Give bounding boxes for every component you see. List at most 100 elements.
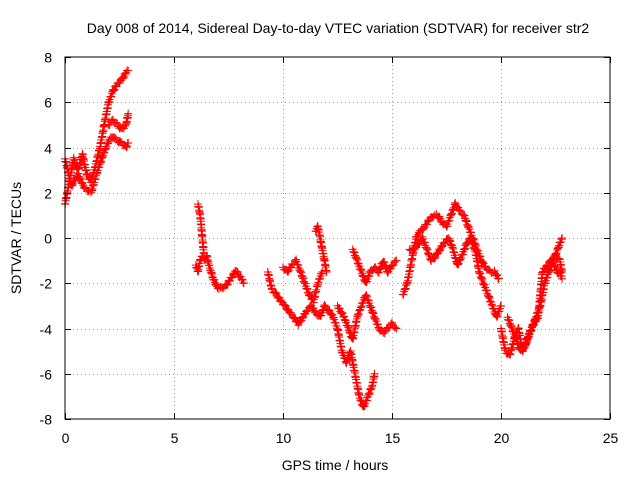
data-point — [365, 301, 374, 310]
data-point — [479, 278, 488, 287]
data-point — [497, 301, 505, 310]
data-point — [422, 244, 431, 253]
data-point — [276, 296, 285, 305]
data-point — [349, 247, 358, 256]
data-point — [320, 301, 329, 310]
data-point — [392, 324, 401, 333]
data-point — [305, 290, 314, 299]
data-point — [96, 158, 105, 167]
x-tick-label: 20 — [494, 430, 510, 446]
data-series — [348, 245, 401, 287]
y-axis-label: SDTVAR / TECUs — [8, 182, 24, 294]
data-point — [550, 261, 559, 270]
data-point — [281, 301, 290, 310]
data-point — [313, 280, 322, 289]
data-point — [353, 255, 362, 264]
data-point — [354, 309, 363, 318]
data-point — [447, 210, 456, 219]
data-point — [463, 221, 472, 230]
data-point — [557, 235, 566, 244]
data-point — [511, 333, 520, 342]
data-point — [68, 181, 77, 190]
data-point — [109, 86, 118, 95]
y-tick-label: -4 — [40, 322, 53, 338]
x-tick-label: 15 — [385, 430, 401, 446]
data-point — [367, 382, 376, 391]
axis-ticks: 0 5 10 15 20 25 -8 -6 -4 -2 0 2 4 6 8 — [40, 50, 619, 447]
data-point — [67, 181, 76, 190]
data-point — [447, 241, 456, 250]
data-point — [470, 244, 479, 253]
data-point — [280, 300, 289, 309]
y-tick-label: 6 — [44, 95, 52, 111]
data-point — [97, 157, 106, 166]
data-point — [374, 268, 383, 277]
data-point — [124, 66, 133, 75]
y-tick-label: -2 — [40, 276, 53, 292]
data-point — [455, 206, 464, 215]
data-point — [507, 323, 516, 332]
x-tick-label: 5 — [171, 430, 179, 446]
data-point — [454, 260, 463, 269]
data-point — [198, 252, 207, 261]
data-point — [468, 238, 477, 247]
data-point — [448, 243, 457, 252]
data-point — [430, 254, 439, 263]
data-point — [322, 267, 331, 276]
data-point — [122, 143, 131, 152]
x-axis-label: GPS time / hours — [282, 457, 389, 473]
x-tick-label: 0 — [62, 430, 70, 446]
data-point — [124, 138, 133, 147]
data-point — [469, 240, 478, 249]
data-point — [346, 348, 355, 357]
data-point — [514, 340, 523, 349]
data-series — [279, 255, 327, 307]
data-point — [296, 268, 305, 277]
data-point — [104, 139, 113, 148]
data-point — [196, 255, 205, 264]
data-point — [354, 311, 363, 320]
chart-title: Day 008 of 2014, Sidereal Day-to-day VTE… — [87, 20, 590, 36]
data-point — [239, 279, 248, 288]
data-point — [119, 74, 128, 83]
data-point — [533, 313, 542, 322]
data-point — [447, 209, 456, 218]
data-point — [402, 279, 411, 288]
data-point — [494, 274, 503, 283]
data-point — [370, 369, 379, 378]
data-point — [493, 312, 502, 321]
data-point — [475, 268, 484, 277]
data-point — [298, 272, 307, 281]
data-point — [414, 240, 423, 249]
data-point — [391, 323, 400, 332]
data-series — [333, 291, 401, 343]
y-tick-label: 8 — [44, 50, 52, 66]
data-point — [423, 245, 432, 254]
data-point — [558, 234, 567, 242]
data-point — [340, 312, 349, 321]
data-point — [356, 265, 365, 274]
data-point — [538, 268, 547, 277]
data-point — [342, 357, 351, 366]
data-point — [460, 245, 469, 254]
data-point — [425, 249, 434, 258]
data-point — [383, 268, 392, 277]
data-point — [507, 322, 516, 331]
data-point — [504, 315, 513, 324]
data-point — [492, 270, 501, 279]
data-point — [462, 216, 471, 225]
data-series — [503, 251, 567, 355]
data-point — [380, 329, 389, 338]
data-series — [405, 232, 505, 321]
data-point — [477, 274, 486, 283]
grid — [65, 57, 610, 419]
data-point — [238, 275, 247, 284]
data-point — [418, 232, 427, 241]
data-point — [352, 254, 361, 263]
data-point — [485, 292, 494, 301]
data-point — [392, 256, 401, 265]
data-point — [440, 239, 449, 248]
data-point — [401, 284, 410, 293]
data-point — [76, 174, 85, 183]
